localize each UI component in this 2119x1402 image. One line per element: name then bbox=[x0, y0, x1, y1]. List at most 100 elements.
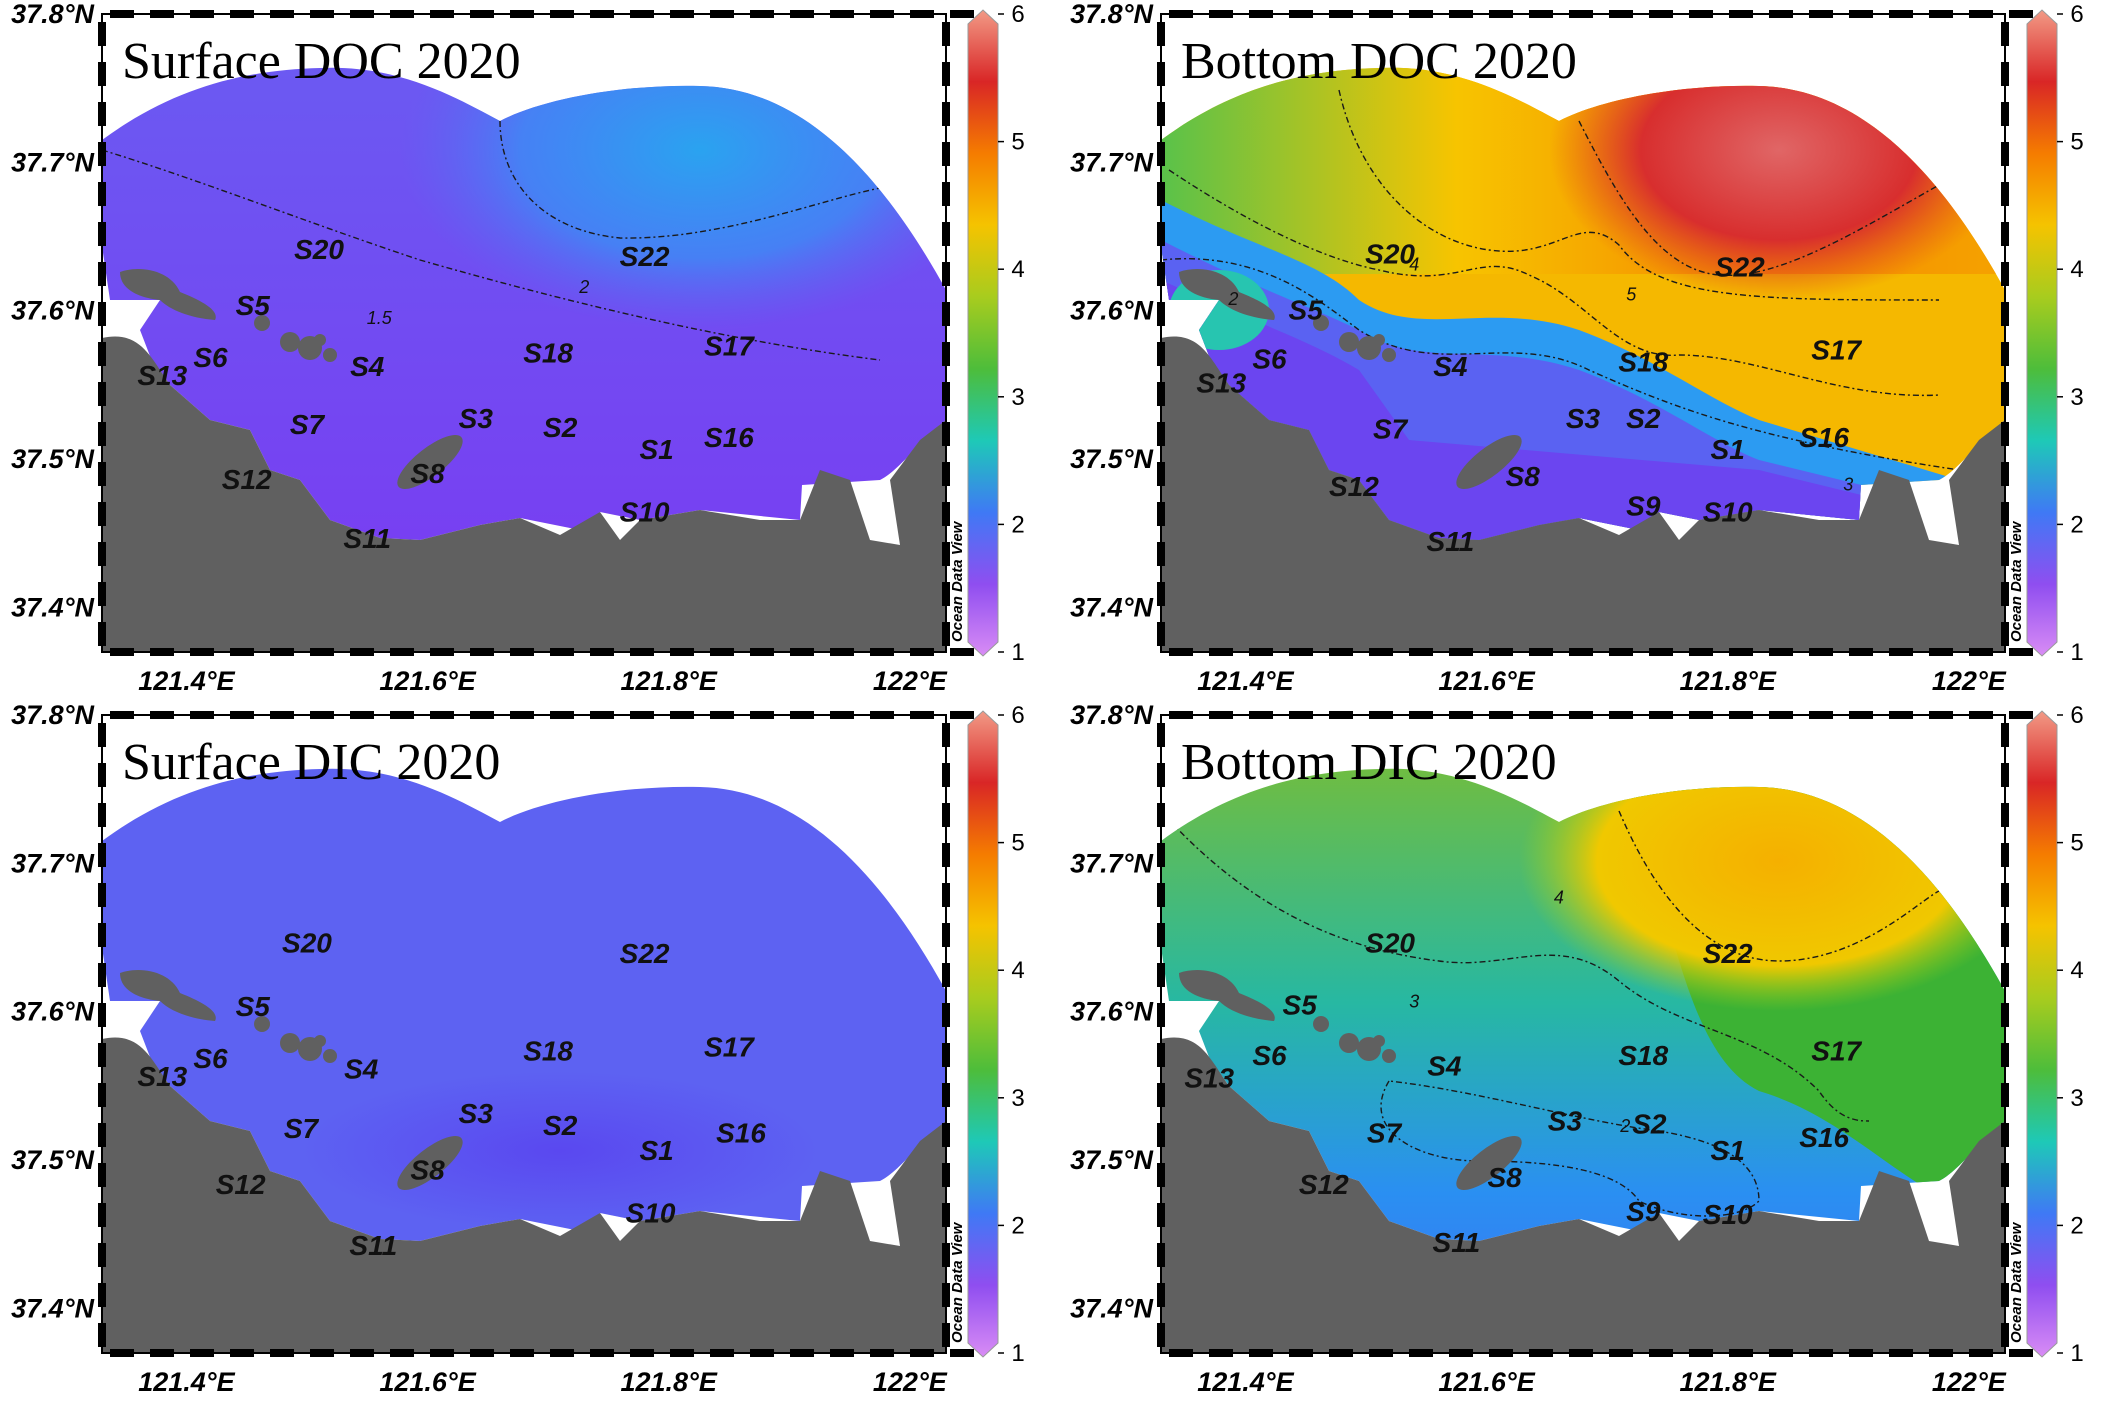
lat-tick-label: 37.4°N bbox=[1070, 1293, 1153, 1323]
lon-tick-label: 121.6°E bbox=[1438, 666, 1535, 696]
contour-line bbox=[1161, 810, 1870, 1122]
colorbar-tick-label: 2 bbox=[2070, 511, 2083, 538]
island bbox=[1456, 435, 1522, 489]
lat-tick-label: 37.6°N bbox=[11, 296, 94, 326]
contour-label: 2 bbox=[578, 277, 589, 297]
lat-tick-label: 37.5°N bbox=[1070, 1145, 1153, 1175]
station-label: S2 bbox=[543, 1110, 578, 1141]
station-label: S8 bbox=[410, 1154, 445, 1185]
colorbar-tick-label: 3 bbox=[2070, 1085, 2083, 1112]
station-label: S12 bbox=[1299, 1169, 1349, 1200]
station-label: S5 bbox=[1283, 990, 1318, 1021]
station-label: S10 bbox=[1703, 496, 1753, 527]
islet bbox=[280, 1033, 300, 1053]
lat-tick-label: 37.7°N bbox=[11, 848, 94, 878]
contour-line bbox=[1168, 169, 1940, 397]
station-label: S3 bbox=[1548, 1105, 1583, 1136]
station-label: S9 bbox=[1626, 490, 1661, 521]
station-label: S17 bbox=[704, 330, 755, 361]
lat-tick-label: 37.5°N bbox=[1070, 444, 1153, 474]
frame-edge-ticks bbox=[98, 10, 974, 656]
station-label: S7 bbox=[1373, 413, 1409, 444]
colour-field bbox=[102, 768, 946, 1241]
contour-line bbox=[1338, 89, 1940, 301]
lat-tick-label: 37.4°N bbox=[1070, 592, 1153, 622]
station-label: S13 bbox=[137, 1061, 187, 1092]
lat-tick-label: 37.8°N bbox=[11, 0, 94, 29]
lat-tick-label: 37.7°N bbox=[1070, 147, 1153, 177]
station-label: S3 bbox=[1566, 403, 1601, 434]
station-label: S13 bbox=[1184, 1062, 1234, 1093]
contour-label: 3 bbox=[1409, 991, 1419, 1011]
lat-tick-label: 37.5°N bbox=[11, 444, 94, 474]
frame-edge-ticks bbox=[1157, 10, 2033, 656]
lon-tick-label: 121.8°E bbox=[620, 666, 717, 696]
lon-tick-label: 122°E bbox=[873, 666, 948, 696]
lat-tick-label: 37.4°N bbox=[11, 592, 94, 622]
islet bbox=[280, 332, 300, 352]
colorbar-tick-label: 4 bbox=[2070, 957, 2083, 984]
station-label: S7 bbox=[1367, 1117, 1403, 1148]
station-label: S11 bbox=[1426, 526, 1474, 557]
island bbox=[120, 970, 216, 1021]
station-label: S5 bbox=[236, 991, 271, 1022]
lat-tick-label: 37.8°N bbox=[1070, 0, 1153, 29]
coast-land bbox=[102, 336, 946, 652]
island bbox=[397, 1136, 463, 1190]
lon-tick-label: 122°E bbox=[873, 1367, 948, 1397]
contour-label: 5 bbox=[1626, 284, 1637, 304]
station-label: S4 bbox=[344, 1054, 379, 1085]
station-label: S4 bbox=[1433, 351, 1468, 382]
colorbar: 1 2 3 4 5 6 Ocean Data View bbox=[2008, 702, 2084, 1367]
station-label: S5 bbox=[1289, 295, 1324, 326]
colorbar-tick-label: 2 bbox=[1011, 1212, 1024, 1239]
contour-line bbox=[102, 149, 881, 361]
station-label: S20 bbox=[294, 234, 344, 265]
island bbox=[1179, 269, 1275, 320]
islet bbox=[323, 1049, 337, 1063]
contour-label: 4 bbox=[1409, 255, 1419, 275]
lat-tick-label: 37.5°N bbox=[11, 1145, 94, 1175]
lon-tick-label: 121.8°E bbox=[620, 1367, 717, 1397]
colorbar-tick-label: 3 bbox=[1011, 1085, 1024, 1112]
contour-label: 1.5 bbox=[367, 308, 393, 328]
lon-tick-label: 121.4°E bbox=[1197, 1367, 1294, 1397]
colorbar-tick-label: 1 bbox=[2070, 639, 2083, 666]
colorbar-tick-label: 1 bbox=[1011, 639, 1024, 666]
station-label: S7 bbox=[284, 1113, 320, 1144]
station-label: S7 bbox=[290, 409, 326, 440]
station-label: S18 bbox=[523, 338, 573, 369]
island bbox=[397, 435, 463, 489]
station-label: S22 bbox=[1703, 938, 1753, 969]
station-label: S20 bbox=[1365, 927, 1415, 958]
island bbox=[120, 269, 216, 320]
colorbar-label: Ocean Data View bbox=[949, 520, 966, 642]
islet bbox=[1339, 1033, 1359, 1053]
islet bbox=[1313, 1016, 1329, 1032]
station-label: S17 bbox=[1811, 335, 1862, 366]
panel-bottom-dic: 37.4°N 37.5°N 37.6°N 37.7°N 37.8°N 121.4°E 121… bbox=[1059, 700, 2119, 1402]
station-label: S13 bbox=[137, 360, 187, 391]
lon-tick-label: 122°E bbox=[1932, 666, 2007, 696]
station-label: S4 bbox=[1427, 1051, 1462, 1082]
station-label: S18 bbox=[523, 1036, 573, 1067]
panel-bottom-doc: 37.4°N 37.5°N 37.6°N 37.7°N 37.8°N 121.4°E 121… bbox=[1059, 0, 2119, 701]
colorbar-tick-label: 4 bbox=[1011, 256, 1024, 283]
station-label: S17 bbox=[704, 1031, 755, 1062]
lat-tick-label: 37.8°N bbox=[1070, 700, 1153, 730]
panel-surface-dic: 37.4°N 37.5°N 37.6°N 37.7°N 37.8°N 121.4°E 121… bbox=[0, 700, 1059, 1402]
station-label: S4 bbox=[350, 351, 385, 382]
colorbar-tick-label: 2 bbox=[2070, 1212, 2083, 1239]
coast-land bbox=[1161, 336, 2005, 652]
panel-title: Bottom DIC 2020 bbox=[1181, 734, 1557, 791]
islet bbox=[1339, 332, 1359, 352]
lon-tick-label: 121.8°E bbox=[1679, 1367, 1776, 1397]
panel-title: Bottom DOC 2020 bbox=[1181, 33, 1577, 90]
lat-tick-label: 37.6°N bbox=[1070, 997, 1153, 1027]
islet bbox=[1382, 348, 1396, 362]
contour-line bbox=[1578, 120, 1940, 277]
contour-label: 3 bbox=[1843, 474, 1853, 494]
panel-surface-doc: 37.4°N 37.5°N 37.6°N 37.7°N 37.8°N 121.4°E 121… bbox=[0, 0, 1059, 701]
station-label: S2 bbox=[1632, 1108, 1667, 1139]
lat-tick-label: 37.4°N bbox=[11, 1293, 94, 1323]
